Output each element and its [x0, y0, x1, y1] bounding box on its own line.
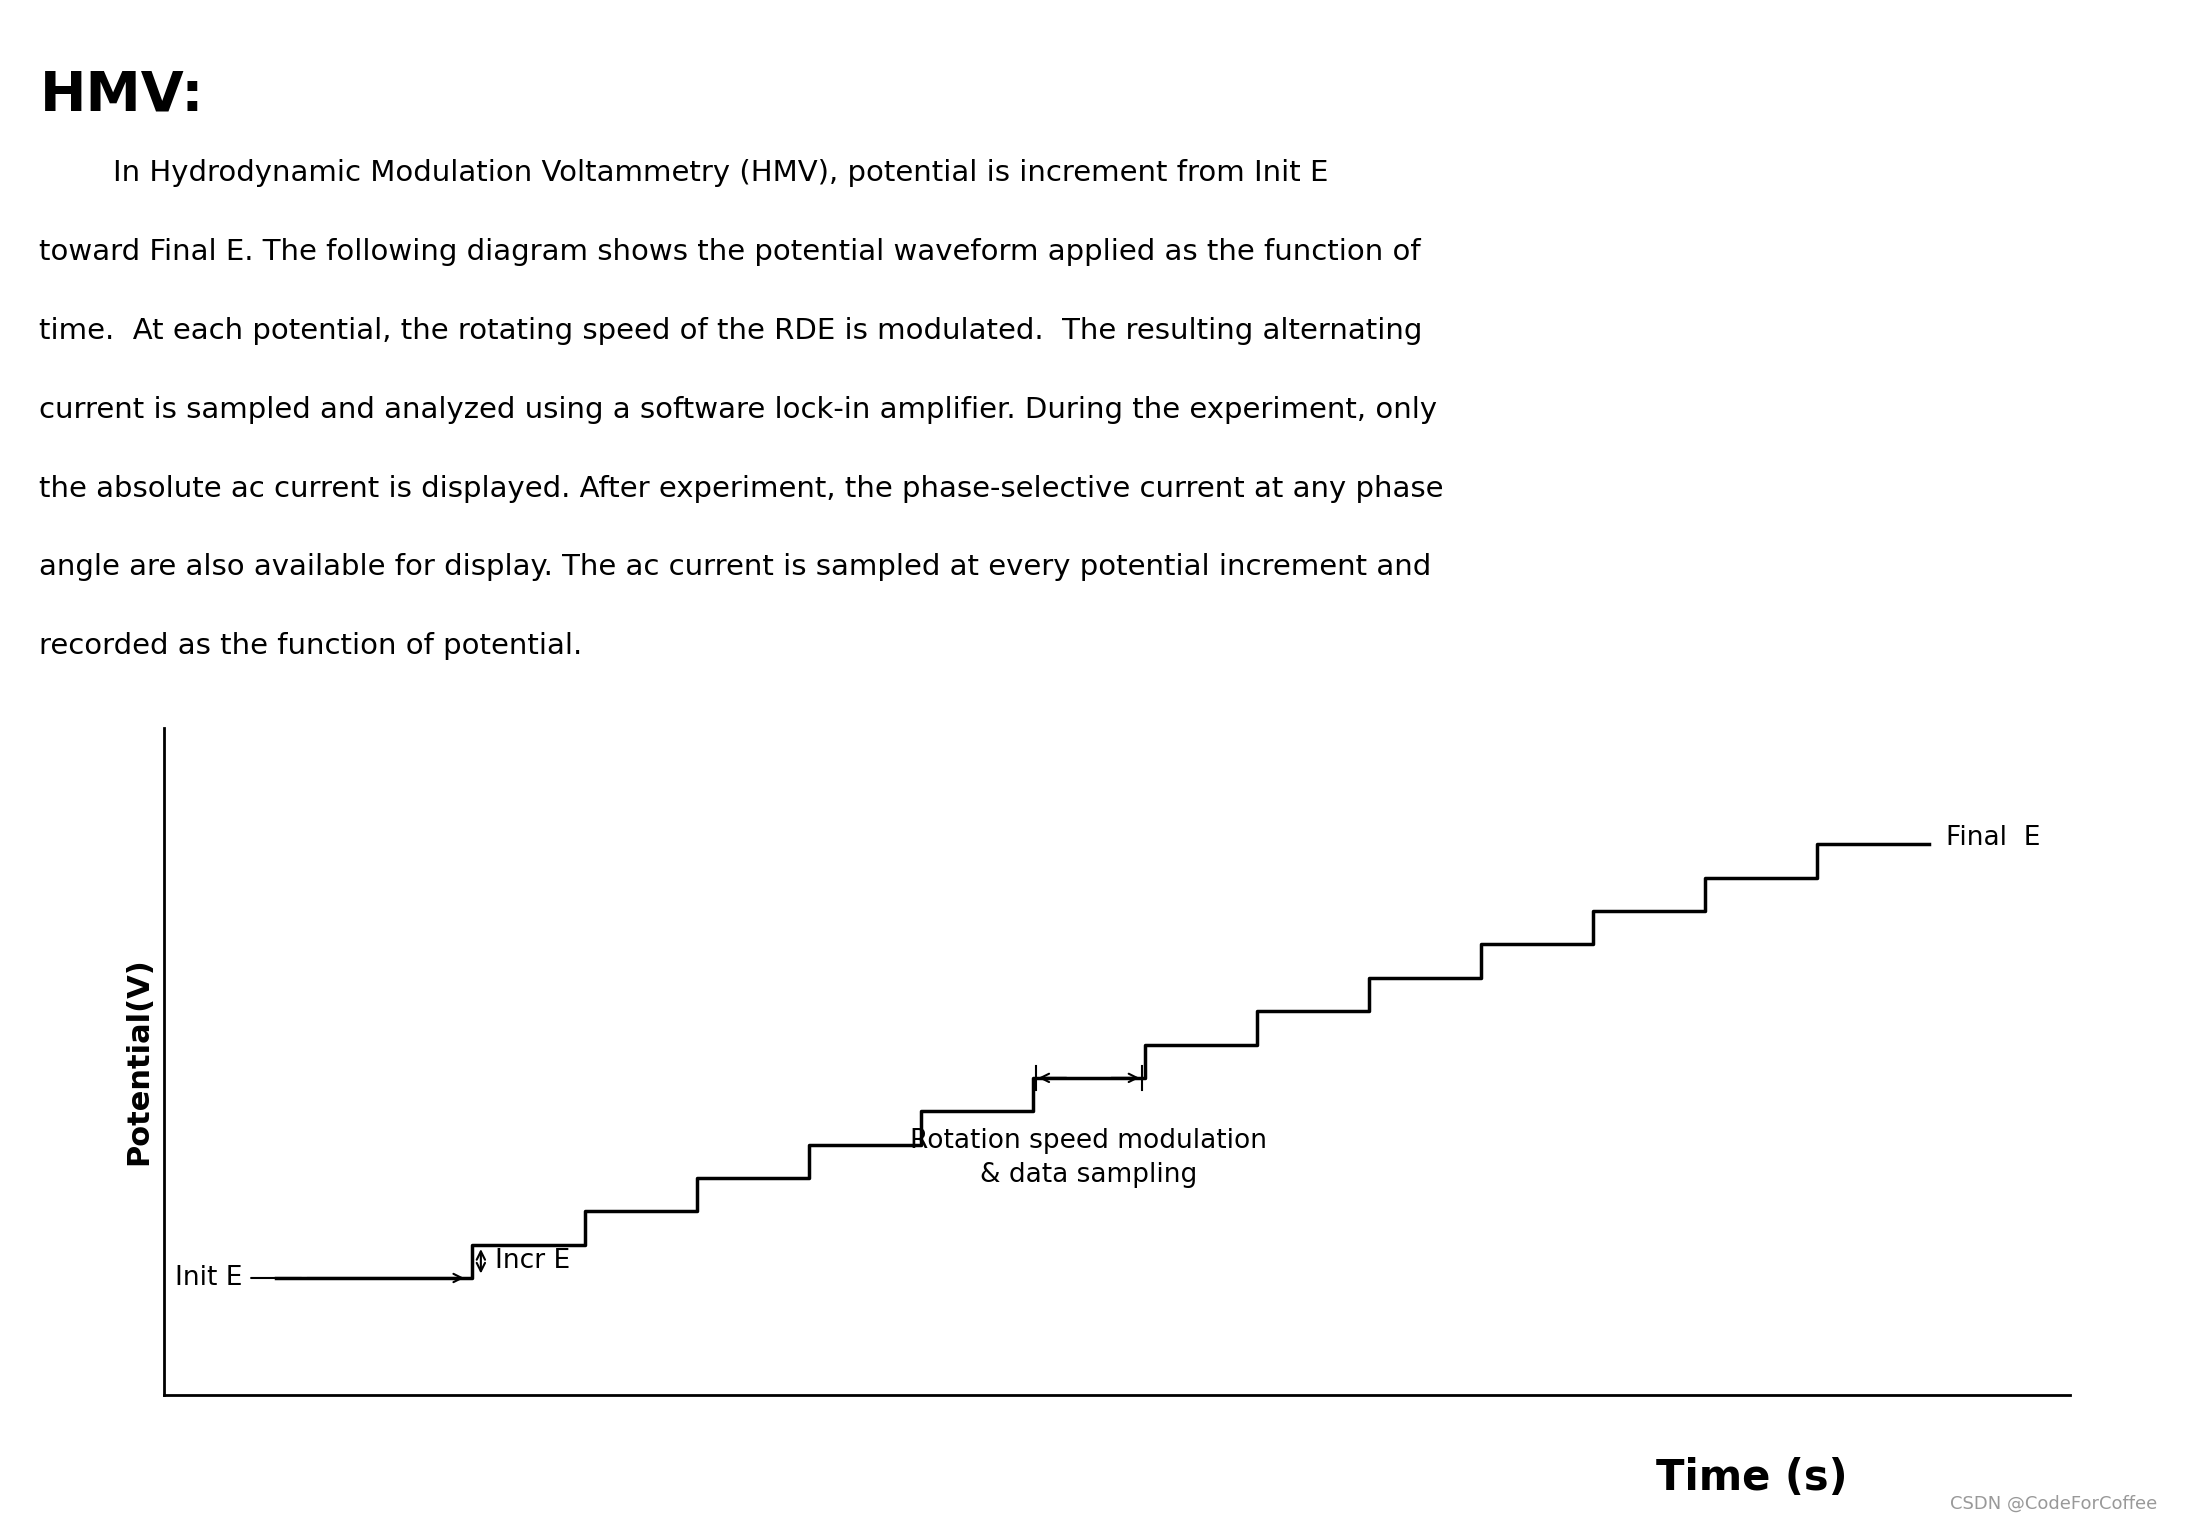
Text: recorded as the function of potential.: recorded as the function of potential.	[39, 632, 583, 659]
Text: Rotation speed modulation
& data sampling: Rotation speed modulation & data samplin…	[911, 1128, 1268, 1189]
Y-axis label: Potential(V): Potential(V)	[125, 957, 153, 1166]
Text: CSDN @CodeForCoffee: CSDN @CodeForCoffee	[1949, 1495, 2157, 1513]
Text: Init E: Init E	[175, 1264, 243, 1292]
Text: Time (s): Time (s)	[1656, 1457, 1848, 1499]
Text: current is sampled and analyzed using a software lock-in amplifier. During the e: current is sampled and analyzed using a …	[39, 396, 1437, 423]
Text: toward Final E. The following diagram shows the potential waveform applied as th: toward Final E. The following diagram sh…	[39, 238, 1421, 265]
Text: HMV:: HMV:	[39, 68, 204, 123]
Text: Incr E: Incr E	[495, 1248, 569, 1275]
Text: the absolute ac current is displayed. After experiment, the phase-selective curr: the absolute ac current is displayed. Af…	[39, 475, 1443, 502]
Text: In Hydrodynamic Modulation Voltammetry (HMV), potential is increment from Init E: In Hydrodynamic Modulation Voltammetry (…	[39, 159, 1329, 186]
Text: Final  E: Final E	[1947, 825, 2041, 850]
Text: time.  At each potential, the rotating speed of the RDE is modulated.  The resul: time. At each potential, the rotating sp…	[39, 317, 1424, 344]
Text: angle are also available for display. The ac current is sampled at every potenti: angle are also available for display. Th…	[39, 553, 1432, 581]
